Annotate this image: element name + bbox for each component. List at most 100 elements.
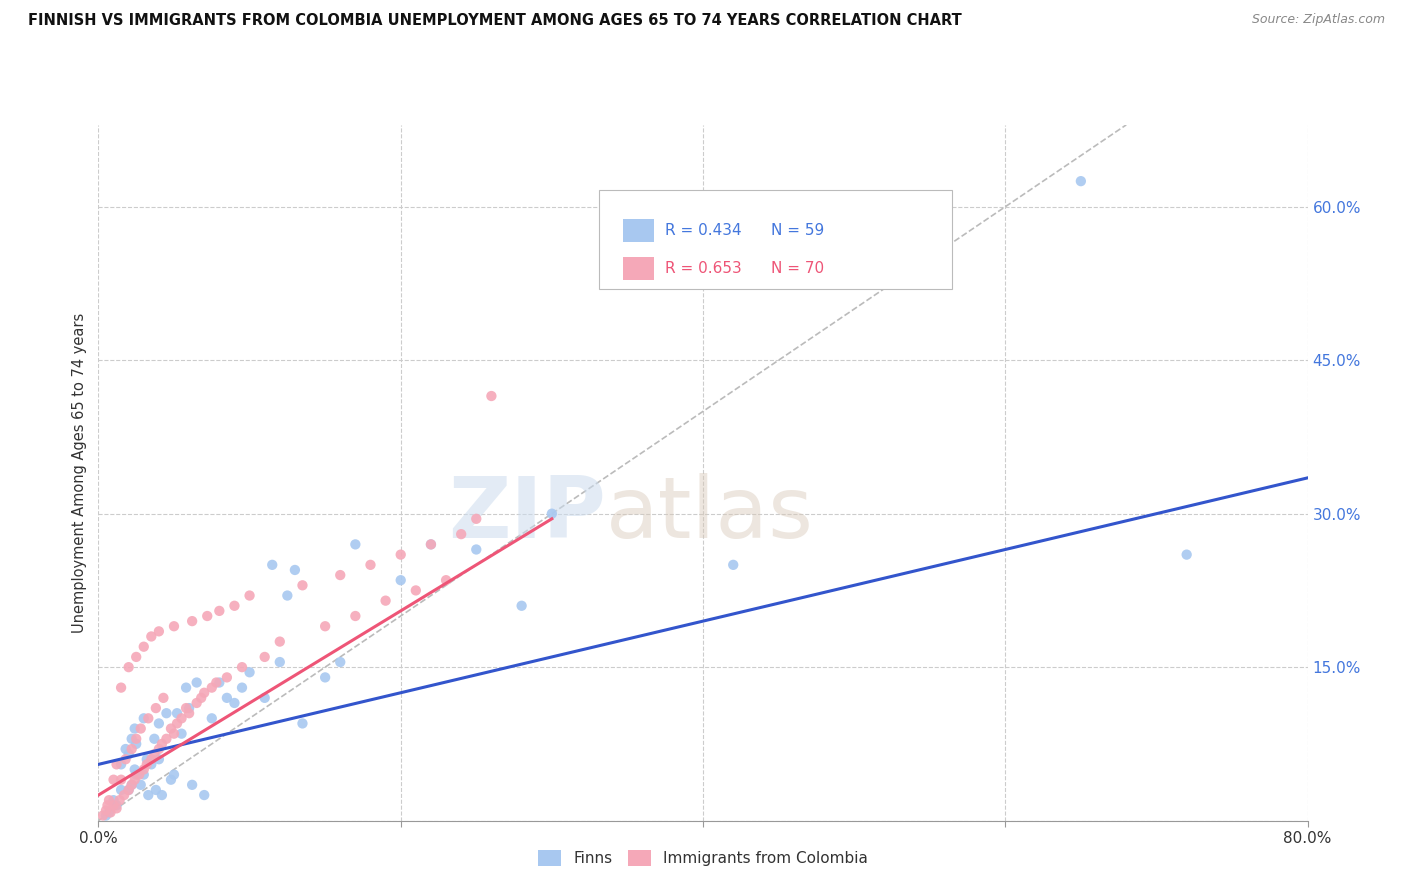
Point: [124, 772, 146, 787]
Point: [132, 767, 155, 781]
Point: [136, 788, 159, 802]
Point: [170, 711, 193, 725]
Point: [132, 640, 155, 654]
Point: [179, 701, 201, 715]
Point: [174, 701, 197, 715]
Point: [181, 614, 204, 628]
Point: [186, 696, 208, 710]
Point: [253, 649, 276, 664]
Point: [150, 737, 173, 751]
Text: ZIP: ZIP: [449, 473, 606, 556]
Point: [121, 742, 143, 756]
Point: [118, 660, 141, 674]
Point: [128, 767, 150, 781]
Point: [103, 798, 125, 813]
Point: [420, 537, 443, 551]
Point: [450, 527, 472, 541]
Point: [231, 660, 253, 674]
Point: [269, 634, 291, 648]
Point: [91, 808, 114, 822]
Point: [329, 568, 352, 582]
Point: [145, 701, 167, 715]
Point: [540, 507, 562, 521]
Point: [205, 675, 228, 690]
Point: [253, 690, 276, 705]
Point: [186, 675, 208, 690]
Point: [291, 578, 314, 592]
Point: [329, 655, 352, 669]
Point: [481, 389, 503, 403]
Point: [132, 763, 155, 777]
Point: [190, 690, 212, 705]
Point: [121, 778, 143, 792]
Point: [360, 558, 382, 572]
Point: [124, 722, 146, 736]
Point: [118, 783, 141, 797]
Point: [179, 706, 201, 721]
Point: [103, 772, 125, 787]
Point: [110, 783, 132, 797]
Point: [344, 609, 367, 624]
Point: [148, 752, 170, 766]
Point: [193, 686, 215, 700]
Point: [125, 767, 148, 781]
Point: [121, 731, 143, 746]
Point: [465, 512, 488, 526]
Text: FINNISH VS IMMIGRANTS FROM COLOMBIA UNEMPLOYMENT AMONG AGES 65 TO 74 YEARS CORRE: FINNISH VS IMMIGRANTS FROM COLOMBIA UNEM…: [28, 13, 962, 29]
Point: [129, 722, 152, 736]
Point: [163, 619, 186, 633]
Point: [314, 670, 336, 684]
Point: [276, 589, 298, 603]
Point: [239, 589, 262, 603]
Point: [114, 742, 136, 756]
Point: [150, 788, 173, 802]
Point: [148, 716, 170, 731]
Text: Source: ZipAtlas.com: Source: ZipAtlas.com: [1251, 13, 1385, 27]
Point: [105, 798, 128, 813]
Point: [344, 537, 367, 551]
Point: [160, 772, 183, 787]
Point: [125, 737, 148, 751]
Point: [155, 731, 177, 746]
Point: [170, 726, 193, 740]
Point: [100, 805, 122, 820]
Point: [94, 808, 117, 822]
Point: [145, 783, 167, 797]
Point: [96, 798, 118, 813]
Point: [434, 573, 457, 587]
Point: [723, 558, 745, 572]
Point: [110, 757, 132, 772]
Point: [163, 726, 186, 740]
Point: [98, 805, 121, 820]
Point: [215, 690, 238, 705]
Point: [374, 593, 396, 607]
Point: [155, 706, 177, 721]
Point: [148, 742, 170, 756]
Point: [105, 801, 128, 815]
Text: R = 0.434: R = 0.434: [665, 223, 742, 238]
Point: [129, 778, 152, 792]
Point: [1070, 174, 1092, 188]
Point: [389, 548, 412, 562]
Point: [148, 624, 170, 639]
Point: [112, 788, 135, 802]
Point: [141, 630, 163, 644]
Point: [1175, 548, 1198, 562]
Y-axis label: Unemployment Among Ages 65 to 74 years: Unemployment Among Ages 65 to 74 years: [72, 312, 87, 633]
Point: [262, 558, 284, 572]
Point: [174, 681, 197, 695]
Point: [201, 681, 224, 695]
Point: [125, 649, 148, 664]
Point: [201, 711, 224, 725]
Point: [224, 696, 246, 710]
Point: [94, 804, 117, 818]
Point: [121, 778, 143, 792]
Point: [224, 599, 246, 613]
Point: [269, 655, 291, 669]
Point: [166, 706, 188, 721]
Point: [110, 681, 132, 695]
Point: [195, 609, 218, 624]
Point: [118, 783, 141, 797]
Point: [143, 731, 166, 746]
Text: N = 70: N = 70: [770, 261, 824, 277]
